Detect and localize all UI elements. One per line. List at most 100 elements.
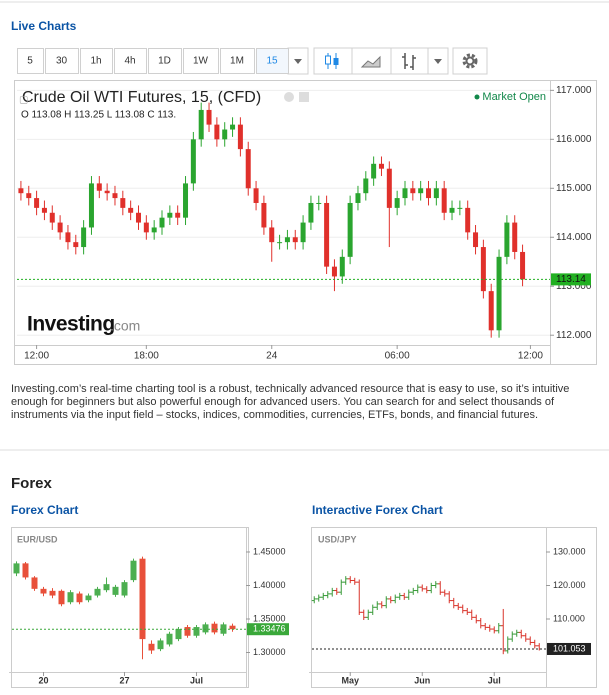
candle-body [121, 582, 128, 596]
candle-body [331, 266, 337, 277]
candle-body [49, 590, 56, 596]
candle-body [441, 188, 447, 213]
candle-body [22, 563, 29, 578]
candle-body [316, 202, 322, 204]
candle-body [426, 188, 432, 199]
interval-label: 1D [158, 56, 171, 67]
candle-body [394, 198, 400, 208]
y-tick-label: 110.000 [553, 613, 585, 623]
settings-button[interactable] [452, 47, 488, 75]
candle-body [402, 188, 408, 199]
candle-body [65, 232, 71, 243]
candles-button[interactable] [313, 47, 353, 75]
candle-body [480, 247, 486, 292]
chart-link[interactable]: Forex Chart [11, 503, 78, 517]
last-price-label: 1.33476 [253, 624, 286, 634]
candle-body [520, 251, 526, 280]
candle-body [184, 627, 191, 636]
candle-body [261, 202, 267, 228]
x-tick-label: Jul [190, 675, 203, 685]
candle-body [112, 586, 119, 595]
candle-body [488, 291, 494, 331]
candle-body [41, 207, 47, 213]
candle-body [512, 222, 518, 252]
gear-icon [465, 56, 475, 66]
last-price-tag [247, 623, 289, 636]
candle-body [214, 124, 220, 140]
last-price-tag [551, 273, 591, 286]
chart-title: Crude Oil WTI Futures, 15, (CFD) [22, 89, 261, 106]
interval-button[interactable] [17, 48, 44, 74]
candle-body [49, 212, 55, 223]
candle-body [339, 256, 345, 277]
candle-body [58, 590, 65, 605]
section-title: Live Charts [11, 19, 77, 33]
candle-body [148, 643, 155, 651]
status-dot [474, 94, 480, 100]
x-tick-label: Jul [488, 675, 501, 685]
area-button[interactable] [351, 47, 392, 75]
y-tick-label: 115.000 [556, 183, 592, 194]
y-tick-label: 112.000 [556, 330, 592, 341]
candle-body [292, 237, 298, 243]
chart-symbol: USD/JPY [318, 534, 357, 544]
candle-body [237, 124, 243, 150]
bars-icon [402, 53, 416, 70]
x-tick-label: Jun [414, 675, 430, 685]
candle-body [120, 198, 126, 208]
x-tick-label: 27 [119, 675, 129, 685]
candle-body [449, 207, 455, 213]
collapse-icon[interactable]: ▢ [19, 95, 28, 106]
main-chart: 117.000 116.000 115.000 114.000 113.000 112.0… [14, 80, 592, 365]
candle-body [193, 627, 200, 636]
x-tick-label: 12:00 [24, 351, 49, 362]
candle-body [88, 183, 94, 228]
interval-button[interactable] [148, 48, 182, 74]
candle-body [81, 227, 87, 248]
candle-body [220, 624, 227, 634]
chart-icon [284, 92, 294, 102]
interval-button[interactable] [80, 48, 113, 74]
interval-button[interactable] [220, 48, 255, 74]
candle-body [211, 623, 218, 633]
y-tick-label: 116.000 [556, 134, 592, 145]
interval-button[interactable] [256, 48, 289, 74]
candles-icon [325, 55, 331, 65]
candle-body [457, 207, 463, 209]
candle-body [347, 202, 353, 257]
bars-button[interactable] [390, 47, 429, 75]
candle-body [76, 593, 83, 603]
last-price-label: 113.14 [556, 274, 586, 285]
chart-link[interactable]: Interactive Forex Chart [312, 503, 443, 517]
market-status: Market Open [482, 91, 546, 103]
last-price-tag [547, 642, 591, 655]
y-tick-label: 1.30000 [253, 647, 286, 657]
candle-body [386, 168, 392, 208]
candle-body [300, 222, 306, 243]
interval-button[interactable] [114, 48, 147, 74]
interval-label: 1h [90, 56, 101, 67]
candle-body [418, 188, 424, 194]
candle-body [202, 624, 209, 633]
y-tick-label: 117.000 [556, 85, 592, 96]
candle-body [166, 633, 173, 645]
logo-brand: Investing [27, 313, 115, 336]
interval-button[interactable] [45, 48, 79, 74]
candle-body [31, 577, 38, 589]
y-tick-label: 130.000 [553, 546, 586, 556]
candle-body [433, 188, 439, 199]
candle-body [183, 183, 189, 218]
candle-body [253, 188, 259, 203]
candle-body [73, 242, 79, 248]
interval-button[interactable] [183, 48, 219, 74]
candle-body [175, 212, 181, 218]
y-tick-label: 1.35000 [253, 613, 286, 623]
interval-label: 1W [193, 56, 209, 67]
candle-body [57, 222, 63, 233]
candle-body [104, 190, 110, 194]
candle-body [128, 207, 134, 213]
interval-label: 30 [56, 56, 68, 67]
y-tick-label: 1.45000 [253, 546, 286, 556]
section-title: Forex [11, 475, 53, 492]
